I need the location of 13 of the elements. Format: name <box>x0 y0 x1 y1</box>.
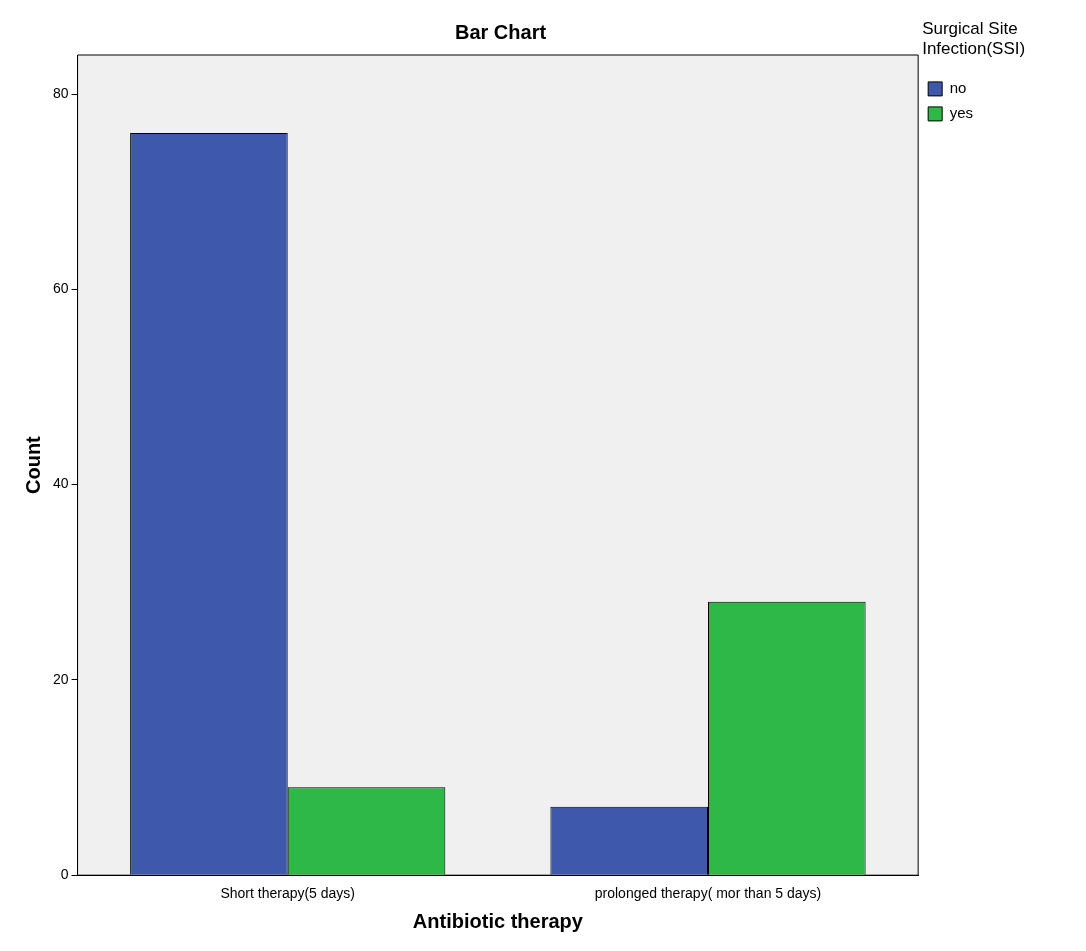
y-tick-label: 40 <box>52 475 69 492</box>
y-tick-label: 80 <box>52 84 69 101</box>
x-tick-label: Short therapy(5 days) <box>220 885 356 902</box>
legend-label: no <box>949 79 967 97</box>
legend-title: Surgical Site Infection(SSI) <box>922 19 1026 59</box>
chart-title: Bar Chart <box>454 20 547 43</box>
x-tick-label: prolonged therapy( mor than 5 days) <box>594 885 822 902</box>
legend-label: yes <box>949 104 973 122</box>
y-tick-label: 60 <box>52 280 69 297</box>
y-tick-label: 0 <box>60 866 69 883</box>
x-axis-title: Antibiotic therapy <box>412 909 584 932</box>
y-axis-title: Count <box>21 435 44 494</box>
y-tick-label: 20 <box>52 670 69 687</box>
